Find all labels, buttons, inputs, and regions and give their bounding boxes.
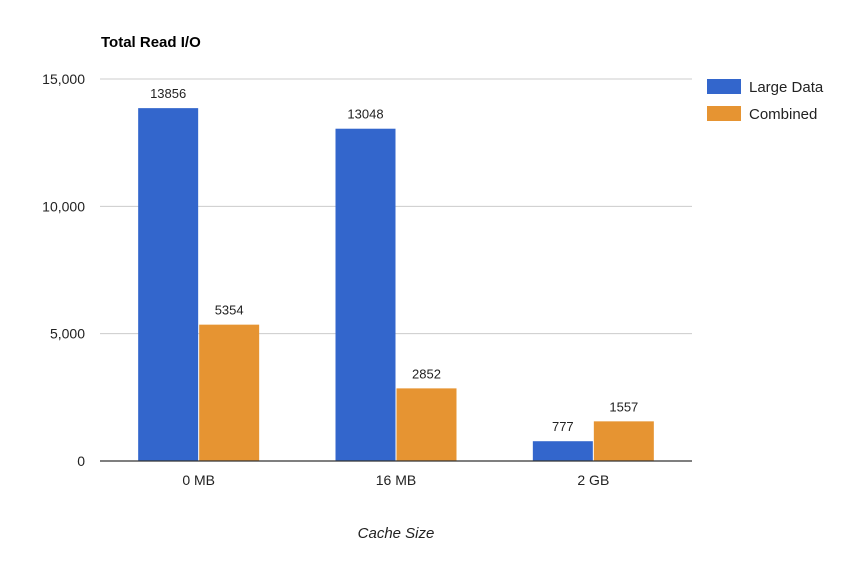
x-tick-label: 0 MB bbox=[182, 472, 215, 488]
legend-swatch bbox=[707, 106, 741, 121]
legend-label: Combined bbox=[749, 106, 817, 123]
bar-combined bbox=[396, 388, 457, 461]
gridlines bbox=[100, 78, 692, 335]
data-labels: 13856 5354 13048 2852 777 1557 bbox=[150, 86, 638, 434]
data-label: 5354 bbox=[215, 303, 244, 318]
bar-large-data bbox=[532, 441, 593, 461]
y-tick-label: 15,000 bbox=[42, 71, 85, 87]
chart-title: Total Read I/O bbox=[101, 34, 201, 51]
bar-large-data bbox=[138, 108, 199, 462]
legend: Large Data Combined bbox=[707, 79, 824, 123]
bar-large-data bbox=[335, 128, 396, 461]
x-tick-label: 2 GB bbox=[577, 472, 609, 488]
data-label: 777 bbox=[552, 419, 574, 434]
y-tick-label: 10,000 bbox=[42, 198, 85, 214]
y-tick-label: 0 bbox=[77, 453, 85, 469]
bars bbox=[138, 108, 654, 462]
legend-swatch bbox=[707, 79, 741, 94]
x-axis-title: Cache Size bbox=[358, 525, 435, 542]
data-label: 1557 bbox=[609, 399, 638, 414]
bar-combined bbox=[199, 324, 260, 461]
data-label: 13048 bbox=[347, 107, 383, 122]
data-label: 13856 bbox=[150, 86, 186, 101]
legend-label: Large Data bbox=[749, 79, 824, 96]
y-tick-label: 5,000 bbox=[50, 326, 85, 342]
x-tick-label: 16 MB bbox=[376, 472, 416, 488]
y-axis-ticks: 0 5,000 10,000 15,000 bbox=[42, 71, 85, 469]
bar-combined bbox=[593, 421, 654, 461]
data-label: 2852 bbox=[412, 366, 441, 381]
x-axis-ticks: 0 MB 16 MB 2 GB bbox=[182, 472, 609, 488]
